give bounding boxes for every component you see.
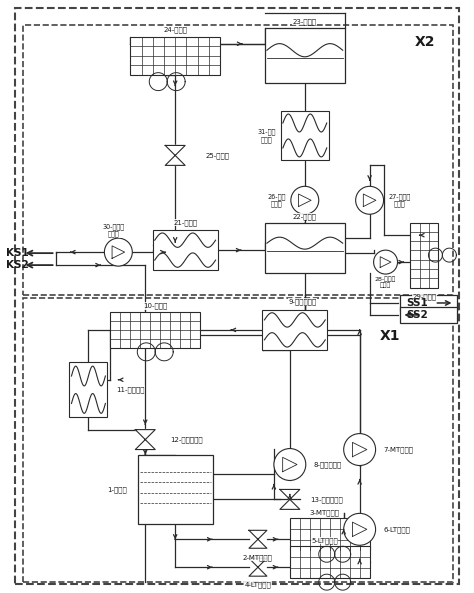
- Bar: [263, 310, 327, 350]
- Bar: [138, 455, 212, 524]
- Text: 26-溶液
循环泵: 26-溶液 循环泵: [268, 193, 286, 208]
- Bar: [281, 110, 329, 160]
- Text: 13-中压节流阀: 13-中压节流阀: [310, 496, 343, 503]
- Text: X1: X1: [380, 329, 400, 343]
- Bar: [265, 223, 345, 273]
- Bar: [400, 295, 457, 311]
- Text: SS1: SS1: [407, 298, 428, 308]
- Text: 25-节流阀: 25-节流阀: [205, 152, 229, 159]
- Text: 9-热回收板换: 9-热回收板换: [289, 299, 317, 305]
- Text: 31-内部
换热器: 31-内部 换热器: [258, 128, 276, 142]
- Bar: [130, 37, 220, 75]
- Text: 30-冷冻水
循环泵: 30-冷冻水 循环泵: [102, 223, 125, 237]
- Bar: [153, 230, 218, 270]
- Text: 12-高压节流阀: 12-高压节流阀: [170, 436, 203, 443]
- Bar: [23, 25, 453, 295]
- Circle shape: [291, 186, 319, 214]
- Text: KS2: KS2: [6, 260, 28, 270]
- Bar: [23, 298, 453, 582]
- Circle shape: [344, 514, 375, 546]
- Text: 2-MT节流阀: 2-MT节流阀: [243, 554, 273, 560]
- Circle shape: [104, 238, 132, 266]
- Bar: [265, 28, 345, 83]
- Text: 23-发生器: 23-发生器: [293, 18, 317, 25]
- Text: KS1: KS1: [6, 248, 28, 258]
- Bar: [110, 312, 200, 348]
- Text: 3-MT蒸发器: 3-MT蒸发器: [310, 509, 340, 516]
- Text: 11-冷却板换: 11-冷却板换: [116, 387, 145, 393]
- Polygon shape: [135, 429, 155, 449]
- Text: 28-冷却水
循环泵: 28-冷却水 循环泵: [375, 276, 396, 288]
- Text: X2: X2: [414, 35, 435, 49]
- Circle shape: [344, 433, 375, 466]
- Text: 10-气冷器: 10-气冷器: [143, 302, 167, 310]
- Bar: [410, 223, 438, 288]
- Bar: [70, 362, 108, 417]
- Polygon shape: [249, 558, 267, 576]
- Text: 27-热回收
循环泵: 27-热回收 循环泵: [388, 193, 410, 208]
- Text: 24-冷凝器: 24-冷凝器: [163, 27, 187, 33]
- Text: 8-平行压缩机: 8-平行压缩机: [314, 461, 342, 468]
- Text: 22-吸收器: 22-吸收器: [293, 213, 317, 219]
- Text: SS2: SS2: [407, 310, 428, 320]
- Text: 5-LT蒸发器: 5-LT蒸发器: [311, 537, 338, 544]
- Circle shape: [274, 448, 306, 480]
- Text: 7-MT压缩机: 7-MT压缩机: [383, 447, 414, 453]
- Text: 29-冷却器: 29-冷却器: [412, 294, 437, 300]
- Text: 4-LT节流阀: 4-LT节流阀: [245, 582, 271, 588]
- Text: 21-蒸发器: 21-蒸发器: [173, 219, 197, 225]
- Bar: [290, 546, 370, 578]
- Bar: [400, 307, 457, 323]
- Text: 6-LT压缩机: 6-LT压缩机: [383, 526, 410, 533]
- Bar: [290, 518, 370, 550]
- Polygon shape: [280, 489, 300, 509]
- Polygon shape: [249, 530, 267, 549]
- Circle shape: [356, 186, 383, 214]
- Circle shape: [374, 250, 398, 274]
- Polygon shape: [165, 145, 185, 165]
- Text: 1-储液罐: 1-储液罐: [108, 486, 127, 493]
